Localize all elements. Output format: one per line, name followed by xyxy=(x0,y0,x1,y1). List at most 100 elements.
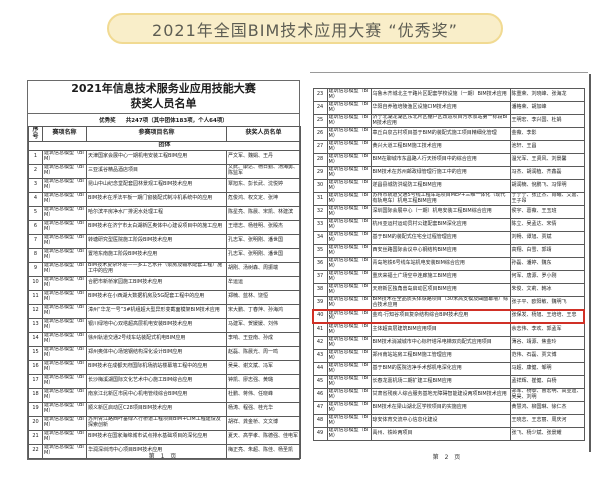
row-names: 于宁宁、张正杰、肖曦、艾嘉、王子昂 xyxy=(509,192,585,206)
row-names: 薄谷、靖源、焦金玲 xyxy=(509,335,585,350)
row-project: 顺义新区启动区C28项目BIM技术应用 xyxy=(86,401,227,417)
row-category: 建筑信息模型（BIM） xyxy=(42,191,87,207)
row-project: 青岛地铁6号线车站机电安装BIM综合应用 xyxy=(370,257,511,271)
row-category: 建筑信息模型（BIM） xyxy=(326,244,372,258)
row-names: 危俊鸿、权文定、张坤 xyxy=(226,191,301,207)
table-row: 49 建筑信息模型（BIM） 禹州、铁岭两项目 张飞、杨少斌、张景耀 xyxy=(312,426,585,441)
row-names: 覃旭东、彭长武、沈悦婷 xyxy=(226,177,301,193)
row-names: 宋大鹏、丁春萍、孙海鸿 xyxy=(226,303,301,319)
row-no: 19 xyxy=(28,401,43,417)
col-header-names: 获奖人员名单 xyxy=(226,125,301,142)
row-category: 建筑信息模型（BIM） xyxy=(42,247,87,263)
row-no: 48 xyxy=(312,413,328,428)
row-project: BIM技术在济宁市太白湖新区奥体中心建设项目中的施工应用 xyxy=(86,219,227,235)
row-category: 建筑信息模型（BIM） xyxy=(42,289,87,305)
row-project: 主体超高层建筑BIM应用项目 xyxy=(370,322,511,337)
row-no: 23 xyxy=(312,88,328,102)
row-project: 西安丝路国际会议中心钢结构BIM应用 xyxy=(370,244,511,258)
award-banner-title: 2021年全国BIM技术应用大赛 “优秀奖” xyxy=(152,20,458,40)
row-category: 建筑信息模型（BIM） xyxy=(326,153,372,167)
row-names: 胡刚、汤树森、周振端 xyxy=(226,261,301,277)
row-no: 16 xyxy=(28,359,43,375)
row-names: 杜鹏、蒋伟、任晓峰 xyxy=(226,387,301,403)
row-names: 张保发、杨旭、王培培、王忠 xyxy=(509,308,585,324)
row-no: 20 xyxy=(28,415,43,431)
row-project: 昆山中山纪念堂配套园林景观工程BIM技术应用 xyxy=(86,177,227,193)
row-project: 遂昌县城防洪堤防工程BIM应用 xyxy=(370,179,511,193)
row-names: 何军、唐源、罗小刚 xyxy=(509,270,585,284)
document-page-2: 23 建筑信息模型（BIM） 乌鲁木齐城北主干路片区配套学校设施（一期）BIM技术应… xyxy=(312,88,585,441)
row-project: BIM技术消减城市中心标杆塔吊电梯双向配式应用项目 xyxy=(370,335,511,350)
table-row: 36 建筑信息模型（BIM） 青岛地铁6号线车站机电安装BIM综合应用 孙磊、潘婷、魏… xyxy=(312,257,585,271)
row-no: 24 xyxy=(312,101,328,115)
row-names: 吴昊、谢文斌、冯军 xyxy=(226,359,301,375)
row-no: 26 xyxy=(312,127,328,141)
row-project: 乌鲁木齐城北主干路片区配套学校设施（一期）BIM技术应用 xyxy=(370,88,511,102)
row-names: 温光军、王贤风、刘景馨 xyxy=(509,153,585,167)
row-names: 胡润楠、倪鹏飞、冯怿明 xyxy=(509,179,585,193)
row-project: BIM技术在苏州邮政绿管理行施工中的应用 xyxy=(370,166,511,180)
table-row: 17 建筑信息模型（BIM） 长沙梅溪湖国际文化艺术中心施工BIM综合应用 钟凯、廖志… xyxy=(28,373,301,389)
row-category: 建筑信息模型（BIM） xyxy=(326,270,372,284)
row-project: BIM技术复杂环境——多工艺水井（泵房及输水配套工程）施工中的应用 xyxy=(86,261,227,277)
table-row: 15 建筑信息模型（BIM） 郑州奥体中心场馆钢结构深化设计BIM应用 赵磊、陈晨光、… xyxy=(28,345,301,361)
table-row: 47 建筑信息模型（BIM） BIM技术在梁山湖北区学校项目的实施应用 黄慧鸿、柳国琳… xyxy=(312,400,585,415)
row-no: 40 xyxy=(312,308,328,324)
table-row: 3 建筑信息模型（BIM） 昆山中山纪念堂配套园林景观工程BIM技术应用 覃旭东、彭长… xyxy=(28,177,301,193)
row-no: 35 xyxy=(312,244,328,258)
row-names: 陈重荣、刘晓峰、张海龙 xyxy=(509,88,585,102)
row-no: 17 xyxy=(28,373,43,389)
section-label: 团体 xyxy=(28,140,301,151)
row-category: 建筑信息模型（BIM） xyxy=(326,400,372,415)
row-no: 25 xyxy=(312,114,328,128)
row-category: 建筑信息模型（BIM） xyxy=(42,443,87,459)
row-names: 陈星亮、陈晨、宋凯、林建滨 xyxy=(226,205,301,221)
table-header-row: 序号 赛项名称 参赛项目名称 获奖人员名单 xyxy=(28,125,301,142)
row-category: 建筑信息模型（BIM） xyxy=(326,283,372,297)
row-names: 孙磊、潘婷、魏东 xyxy=(509,257,585,271)
page1-table-box: 2021年信息技术服务业应用技能大赛 获奖人员名单 优秀奖 共247项（其中团体… xyxy=(27,80,301,460)
row-category: 建筑信息模型（BIM） xyxy=(42,261,87,277)
row-names: 余志伟、李欢、郭孟军 xyxy=(509,322,585,337)
row-no: 38 xyxy=(312,283,328,297)
page2-footer: 第 2 页 xyxy=(432,454,463,461)
table-row: 21 建筑信息模型（BIM） BIM技术在国家海绵城市试点排水基础项目的深化应用 夏天… xyxy=(28,429,301,445)
row-no: 29 xyxy=(312,166,328,180)
row-no: 31 xyxy=(312,192,328,206)
row-names: 郑军、杨攀、曹宏明、高亚迪、吴昊、刘明 xyxy=(509,387,585,402)
table-row: 20 建筑信息模型（BIM） 苏州胥江路西叶垂绿人行桥道工程项目BIM+CIM工程建… xyxy=(28,415,301,431)
row-names: 孔志军、张明刚、潘世国 xyxy=(226,247,301,263)
row-category: 建筑信息模型（BIM） xyxy=(326,192,372,206)
row-project: BIM技术在小西湖大数据机房及5G配套工程中的应用 xyxy=(86,289,227,305)
row-project: BIM技术在成都天府国际机场航站楼幕墙工程中的应用 xyxy=(86,359,227,375)
row-project: 济宁北湖龙湖区东北片区棚户区改造项目污水泵站第一标段BIM技术应用 xyxy=(370,114,511,128)
row-no: 21 xyxy=(28,429,43,445)
row-category: 建筑信息模型（BIM） xyxy=(42,429,87,445)
row-no: 32 xyxy=(312,205,328,219)
row-names: 梅正亮、朱超、陈佳、杨圣凯 xyxy=(226,443,301,459)
row-category: 建筑信息模型（BIM） xyxy=(326,361,372,376)
row-project: 金鸡·行知谷项目复杂结构综合BIM技术应用 xyxy=(370,308,511,324)
row-project: 华润深圳湾中心项目BIM技术应用 xyxy=(86,443,227,459)
table-row: 34 建筑信息模型（BIM） 基于BIM的装配式住宅全过程管理应用 刘畅、谭旭、贾斌 xyxy=(312,231,585,245)
row-category: 建筑信息模型（BIM） xyxy=(326,335,372,350)
row-no: 3 xyxy=(28,177,43,193)
row-names: 文武、康达、杨日勤、汤海勇、陈监军 xyxy=(226,163,301,179)
table-row: 4 建筑信息模型（BIM） BIM技术在浮法平板一期门窗装配式制冷机系统中的应用 危俊… xyxy=(28,191,301,207)
row-project: 哈尔滨平房净水厂排泥水处理工程 xyxy=(86,205,227,221)
row-no: 14 xyxy=(28,331,43,347)
row-no: 43 xyxy=(312,348,328,363)
page2-top-edge xyxy=(310,72,588,73)
row-names: 黄慧鸿、柳国琳、徐仁杰 xyxy=(509,400,585,415)
award-banner: 2021年全国BIM技术应用大赛 “优秀奖” xyxy=(107,13,503,44)
row-no: 47 xyxy=(312,400,328,415)
row-project: 重庆来福士广场空中连廊施工BIM应用 xyxy=(370,270,511,284)
row-project: 三亚溪谷精品酒店项目 xyxy=(86,163,227,179)
awards-table-page1: 序号 赛项名称 参赛项目名称 获奖人员名单 团体 1 建筑信息模型（BIM） 天津国… xyxy=(28,125,301,459)
row-project: 基于BIM的医院洁净手术部机电深化应用 xyxy=(370,361,511,376)
row-category: 建筑信息模型（BIM） xyxy=(42,331,87,347)
row-project: BIM技术在全品质实体铁路项目（30米高支模及曲面幕墙）综合技术应用 xyxy=(370,296,511,310)
row-names: 胡祥、龚金桥、文文博 xyxy=(226,415,301,431)
row-category: 建筑信息模型（BIM） xyxy=(326,205,372,219)
table-row: 18 建筑信息模型（BIM） 南京江北新区市民中心机电管线综合BIM应用 杜鹏、蒋伟、… xyxy=(28,387,301,403)
